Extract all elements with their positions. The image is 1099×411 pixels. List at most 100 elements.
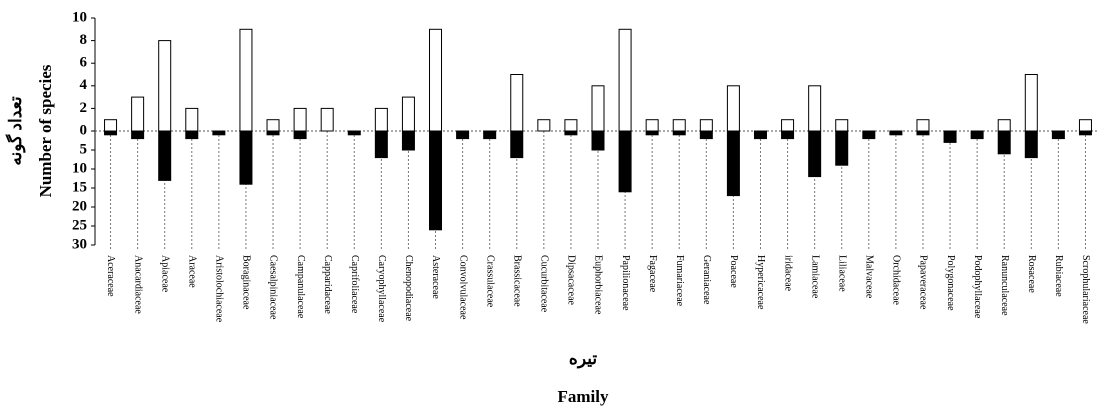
bar <box>781 130 795 140</box>
x-tick-label: Ranunculaceae <box>999 255 1010 316</box>
y2-tick-label: 5 <box>80 141 88 157</box>
bar <box>158 40 172 132</box>
x-tick-label: Malvaceae <box>864 255 875 299</box>
bar <box>645 119 659 132</box>
bar <box>456 130 470 140</box>
x-tick-label: Papaveraceae <box>918 255 929 310</box>
bar <box>401 130 415 151</box>
x-tick-label: Anacardiaceae <box>132 255 143 314</box>
bar <box>808 85 822 132</box>
bar <box>564 119 578 132</box>
x-tick-label: Crassulaceae <box>484 255 495 308</box>
x-tick-label: Orchidaceae <box>891 255 902 306</box>
x-tick-label: Caesalpiniaceae <box>268 255 279 320</box>
x-tick-label: Geraniaceae <box>701 255 712 305</box>
y2-tick-label: 25 <box>72 217 87 233</box>
bar <box>483 130 497 140</box>
bar <box>429 28 443 132</box>
bar <box>726 85 740 132</box>
x-tick-label: Cucurbitaceae <box>539 255 550 313</box>
bar <box>158 130 172 181</box>
x-tick-label: iridaceae <box>782 255 793 292</box>
bar <box>672 130 686 136</box>
x-tick-label: Poaceae <box>728 255 739 288</box>
x-tick-label: Chenopodiaceae <box>403 255 414 322</box>
x-tick-label: Scrophulariaceae <box>1080 255 1091 324</box>
bar <box>618 28 632 132</box>
bar <box>131 96 145 132</box>
bar <box>835 119 849 132</box>
y2-tick-label: 15 <box>72 179 87 195</box>
bar <box>591 130 605 151</box>
bar <box>645 130 659 136</box>
x-tick-label: Convolvulaceae <box>457 255 468 320</box>
bar <box>835 130 849 166</box>
bar <box>239 130 253 185</box>
bar <box>510 130 524 159</box>
bar <box>510 74 524 132</box>
bar <box>239 28 253 132</box>
y2-tick-label: 20 <box>72 198 87 214</box>
bar <box>808 130 822 178</box>
bar <box>672 119 686 132</box>
x-tick-label: Boraginaceae <box>241 255 252 310</box>
x-tick-label: Hypericaceae <box>755 255 766 310</box>
bar <box>212 130 226 136</box>
x-tick-label: Campanulaceae <box>295 255 306 319</box>
bar <box>1024 74 1038 132</box>
x-axis-title: Family <box>558 387 609 406</box>
x-tick-label: Podophyllaceae <box>972 255 983 319</box>
x-tick-label: Aceraceae <box>105 255 116 297</box>
x-tick-label: Caryophyllaceae <box>376 255 387 323</box>
bar <box>591 85 605 132</box>
bar <box>699 130 713 140</box>
y-tick-label: 8 <box>80 32 88 48</box>
bar <box>131 130 145 140</box>
x-tick-label: Araceae <box>186 255 197 288</box>
bar <box>185 107 199 132</box>
bar <box>266 130 280 136</box>
x-tick-label: Lamiaceae <box>809 255 820 299</box>
bar <box>1078 119 1092 132</box>
x-tick-label: Asteraceae <box>430 255 441 299</box>
bar <box>320 107 334 132</box>
bar <box>1078 130 1092 136</box>
bar <box>1024 130 1038 159</box>
y-tick-label: 2 <box>80 100 88 116</box>
y-tick-label: 6 <box>80 55 88 71</box>
bar <box>916 130 930 136</box>
bar <box>970 130 984 140</box>
bar <box>104 130 118 136</box>
x-tick-label: Brassicaceae <box>511 255 522 307</box>
x-tick-label: Aristolochiaceae <box>214 255 225 323</box>
x-tick-label: Rosaceae <box>1026 255 1037 293</box>
bar <box>401 96 415 132</box>
x-tick-label: Fumariaceae <box>674 255 685 307</box>
bar <box>726 130 740 197</box>
x-tick-label: Rubiaceae <box>1053 255 1064 297</box>
bar <box>104 119 118 132</box>
y-tick-label: 0 <box>80 122 88 138</box>
bar <box>374 107 388 132</box>
bar <box>347 130 361 136</box>
y2-tick-label: 10 <box>72 160 87 176</box>
bar <box>537 119 551 132</box>
bar <box>699 119 713 132</box>
bar <box>997 130 1011 155</box>
x-tick-label: Apiaceae <box>159 255 170 293</box>
y-tick-label: 4 <box>80 77 88 93</box>
x-tick-label: Euphorbiaceae <box>593 255 604 315</box>
x-tick-label: Caprifoliaceae <box>349 255 360 314</box>
x-tick-label: Dipsacaceae <box>566 255 577 306</box>
bar <box>889 130 903 136</box>
bar <box>753 130 767 140</box>
x-tick-label: Fagaceae <box>647 255 658 293</box>
x-tick-label: Liliaceae <box>836 255 847 292</box>
bar <box>429 130 443 231</box>
bar <box>997 119 1011 132</box>
bar <box>781 119 795 132</box>
x-tick-label: Papilionaceae <box>620 255 631 311</box>
x-axis-title-fa: تیره <box>569 349 597 369</box>
